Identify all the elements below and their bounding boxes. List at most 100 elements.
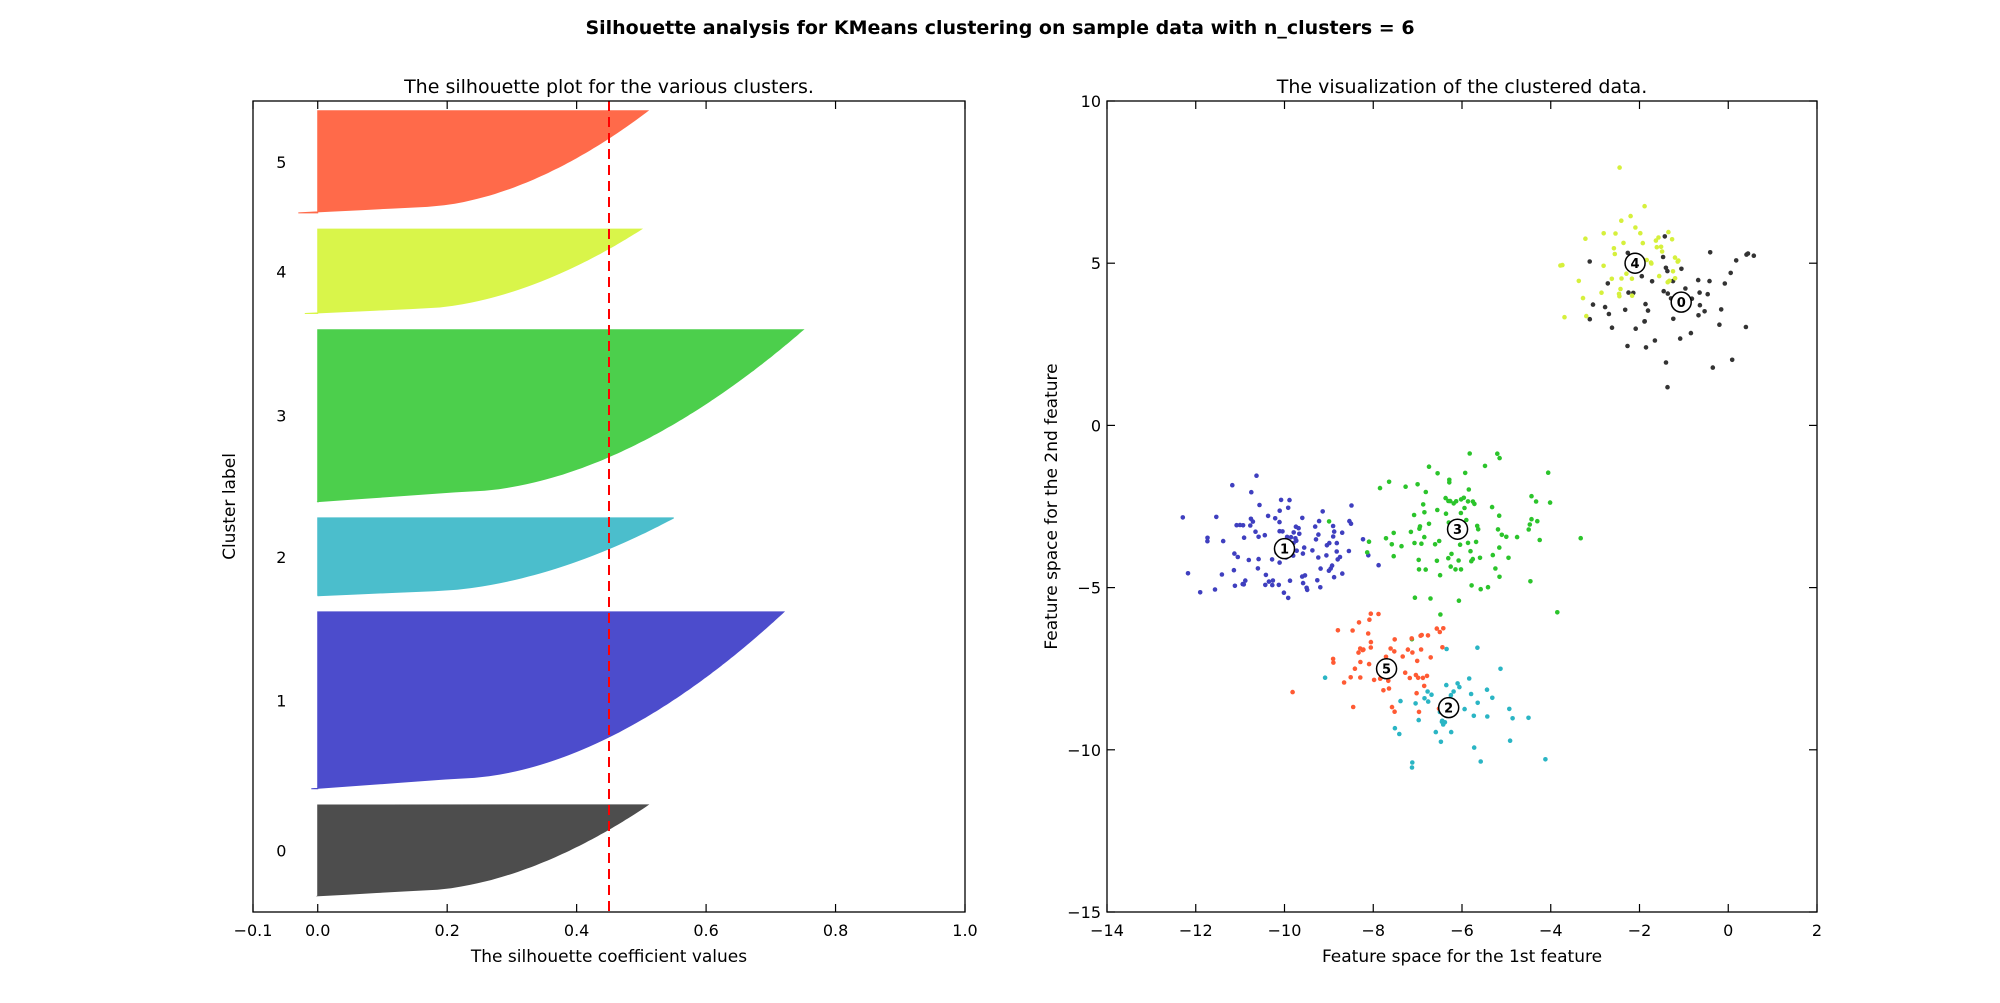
scatter-point (1291, 530, 1296, 535)
scatter-point (1436, 538, 1442, 544)
scatter-point (1643, 301, 1648, 307)
scatter-point (1496, 513, 1502, 518)
scatter-point (1676, 258, 1681, 263)
scatter-point (1606, 311, 1612, 317)
scatter-point (1696, 313, 1701, 318)
scatter-point (1601, 263, 1606, 269)
scatter-point (1212, 587, 1218, 592)
scatter-point (1576, 278, 1582, 284)
scatter-point (1383, 536, 1389, 541)
scatter-point (1263, 582, 1268, 588)
scatter-point (1425, 689, 1430, 694)
scatter-point (1248, 516, 1254, 522)
scatter-point (1300, 580, 1306, 586)
silhouette-fill-4 (304, 228, 644, 314)
scatter-point (1255, 566, 1261, 571)
scatter-point (1389, 542, 1395, 547)
scatter-point (1376, 611, 1381, 617)
scatter-point (1599, 290, 1604, 296)
scatter-point (1241, 582, 1247, 587)
scatter-point (1440, 645, 1445, 650)
scatter-point (1448, 564, 1453, 569)
scatter-point (1409, 765, 1415, 770)
scatter-point (1205, 538, 1210, 544)
silhouette-fill-1 (311, 611, 786, 790)
scatter-point (1458, 510, 1464, 516)
scatter-point (1232, 551, 1237, 556)
cluster-label-2: 2 (276, 548, 286, 567)
scatter-point (1466, 487, 1472, 492)
cluster-center-label-1: 1 (1280, 543, 1289, 558)
scatter-point (1318, 566, 1323, 571)
scatter-point (1246, 557, 1252, 563)
scatter-point (1340, 571, 1345, 576)
x-tick-label: 0.4 (564, 921, 589, 940)
scatter-point (1421, 683, 1427, 689)
scatter-point (1219, 572, 1225, 577)
scatter-point (1422, 510, 1427, 515)
scatter-title: The visualization of the clustered data. (1276, 76, 1648, 98)
scatter-point (1475, 527, 1481, 532)
scatter-point (1433, 729, 1439, 735)
scatter-point (1316, 555, 1321, 560)
scatter-point (1434, 626, 1440, 631)
scatter-point (1471, 713, 1477, 719)
scatter-point (1270, 578, 1276, 583)
cluster-label-3: 3 (276, 407, 286, 426)
scatter-point (1506, 555, 1511, 561)
scatter-point (1316, 532, 1321, 537)
scatter-point (1411, 512, 1417, 518)
scatter-point (1326, 568, 1332, 573)
scatter-point (1669, 237, 1675, 242)
scatter-point (1618, 286, 1623, 292)
scatter-point (1507, 706, 1512, 712)
scatter-point (1205, 535, 1210, 541)
scatter-point (1428, 655, 1433, 660)
scatter-point (1414, 690, 1419, 696)
scatter-point (1453, 567, 1458, 572)
scatter-ylabel: Feature space for the 2nd feature (1042, 363, 1062, 649)
scatter-point (1665, 384, 1670, 390)
scatter-point (1466, 676, 1472, 681)
scatter-point (1601, 231, 1606, 236)
scatter-point (1349, 503, 1354, 508)
scatter-point (1334, 540, 1340, 546)
scatter-point (1388, 646, 1393, 651)
scatter-point (1297, 531, 1302, 537)
scatter-point (1368, 611, 1374, 616)
scatter-point (1243, 578, 1248, 583)
silhouette-fill-2 (317, 517, 674, 597)
scatter-xlabel: Feature space for the 1st feature (1322, 947, 1602, 967)
scatter-point (1497, 545, 1502, 550)
scatter-point (1434, 558, 1440, 564)
scatter-point (1392, 637, 1397, 642)
scatter-point (1180, 515, 1186, 520)
scatter-point (1717, 322, 1722, 328)
scatter-point (1590, 302, 1596, 307)
scatter-point (1718, 307, 1724, 312)
scatter-point (1335, 628, 1341, 633)
silhouette-fill-0 (316, 804, 650, 897)
scatter-point (1625, 250, 1631, 256)
scatter-point (1381, 688, 1386, 693)
scatter-point (1232, 583, 1238, 589)
scatter-point (1624, 271, 1629, 277)
scatter-point (1456, 598, 1462, 603)
scatter-point (1310, 548, 1315, 553)
scatter-point (1660, 254, 1666, 260)
scatter-point (1265, 513, 1271, 519)
scatter-point (1357, 646, 1363, 651)
scatter-point (1220, 538, 1226, 544)
scatter-point (1341, 680, 1347, 685)
scatter-point (1695, 277, 1701, 283)
scatter-point (1626, 290, 1631, 295)
scatter-point (1535, 518, 1540, 524)
scatter-point (1619, 218, 1624, 223)
scatter-point (1507, 738, 1513, 743)
scatter-point (1386, 678, 1391, 684)
silhouette-fill-5 (298, 110, 650, 214)
cluster-center-0 (1670, 291, 1692, 313)
scatter-point (1456, 558, 1461, 563)
scatter-point (1262, 532, 1268, 538)
scatter-point (1462, 706, 1467, 712)
